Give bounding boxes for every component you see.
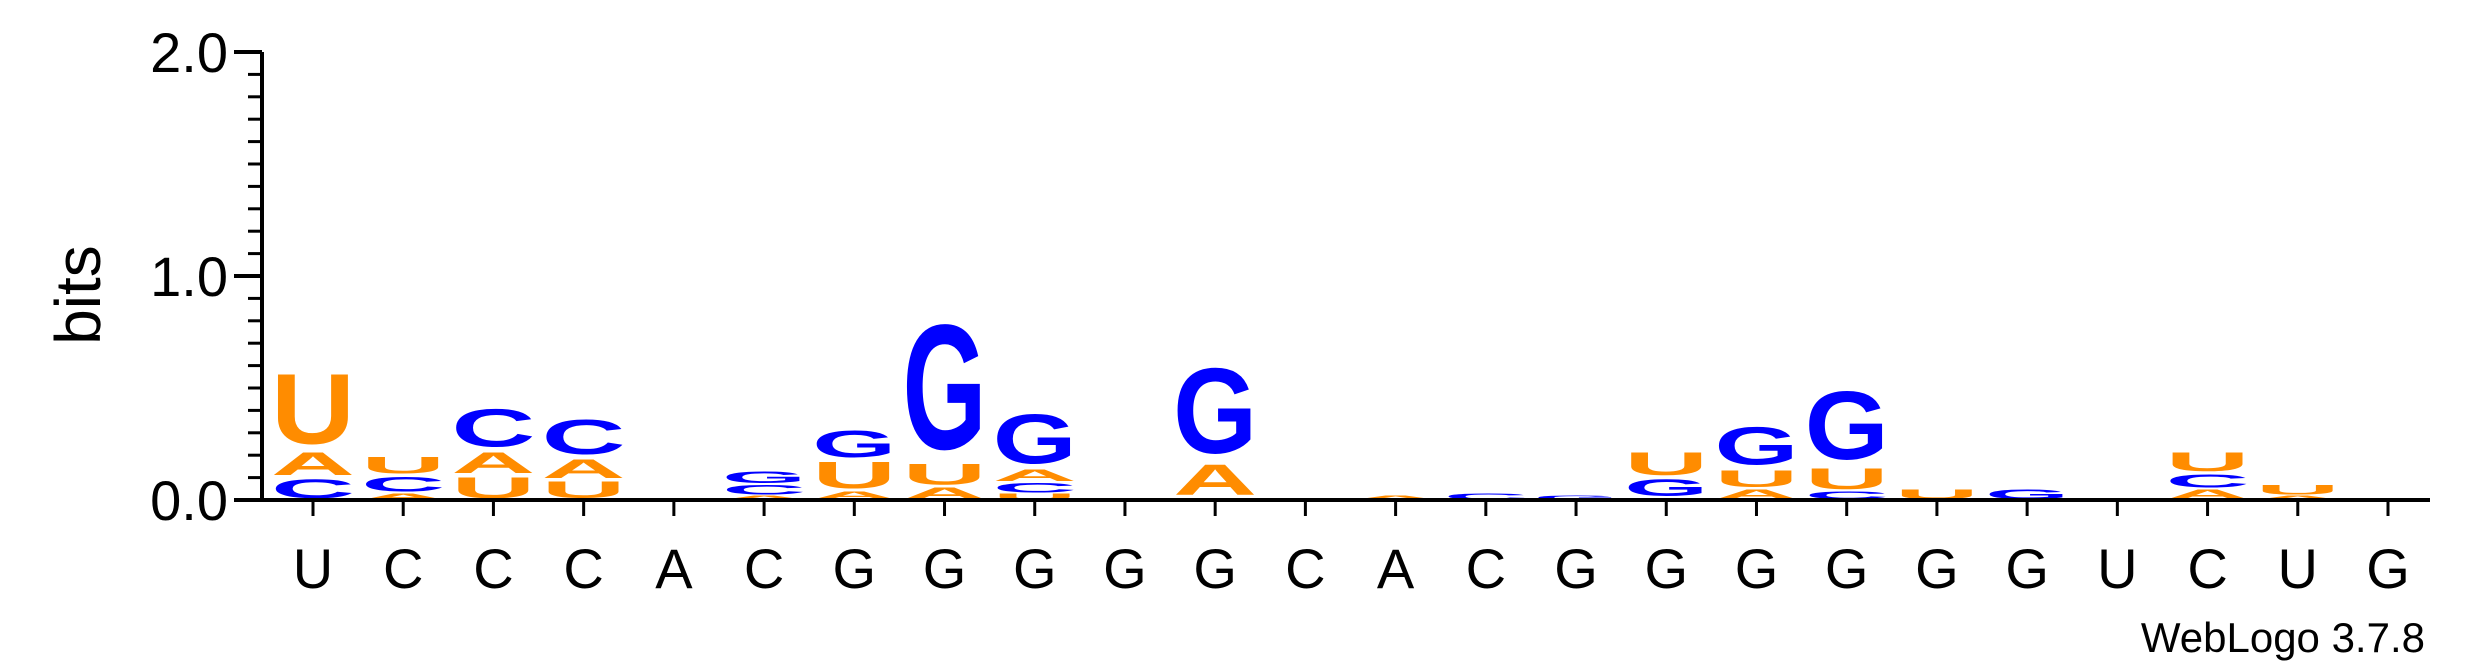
logo-letter-u: U	[2256, 482, 2340, 497]
logo-letter-c: C	[722, 482, 806, 497]
logo-stack: AU	[2256, 482, 2340, 501]
logo-letter-a: A	[993, 466, 1077, 484]
logo-letter-u: U	[1624, 446, 1708, 482]
logo-stack: CUG	[1805, 371, 1889, 501]
logo-letter-u: U	[1805, 462, 1889, 495]
logo-letter-g: G	[722, 469, 806, 487]
x-tick-label: G	[833, 537, 877, 600]
logo-letter-c: C	[451, 398, 535, 458]
logo-letter-g: G	[812, 423, 896, 465]
logo-stack: A	[1354, 495, 1438, 501]
logo-letter-c: C	[542, 410, 626, 465]
y-tick-label: 1.0	[150, 245, 228, 308]
logo-letter-a: A	[451, 446, 535, 479]
logo-letter-c: C	[993, 480, 1077, 495]
y-axis-title: bits	[42, 245, 114, 345]
x-tick-label: C	[563, 537, 603, 600]
x-tick-label: A	[1377, 537, 1415, 600]
x-tick-label: C	[383, 537, 423, 600]
logo-letter-u: U	[361, 452, 445, 479]
x-tick-label: G	[1103, 537, 1147, 600]
logo-letter-g: G	[993, 401, 1077, 479]
logo-letter-a: A	[1173, 456, 1257, 504]
x-tick-label: C	[1466, 537, 1506, 600]
logo-stack: G	[1534, 495, 1618, 501]
logo-letter-a: A	[2256, 495, 2340, 501]
logo-letter-a: A	[1354, 495, 1438, 501]
logo-letter-u: U	[2166, 447, 2250, 477]
logo-stack: UAC	[451, 398, 535, 504]
logo-letter-a: A	[903, 484, 987, 502]
logo-stack: AUG	[1714, 417, 1798, 502]
logo-letter-u: U	[993, 492, 1077, 501]
x-tick-label: U	[2278, 537, 2318, 600]
logo-letter-u: U	[903, 457, 987, 490]
x-tick-label: G	[1735, 537, 1779, 600]
x-tick-label: A	[655, 537, 693, 600]
y-tick-label: 2.0	[150, 21, 228, 84]
x-tick-label: U	[293, 537, 333, 600]
x-tick-label: G	[1013, 537, 1057, 600]
x-tick-label: C	[2187, 537, 2227, 600]
x-tick-label: G	[1644, 537, 1688, 600]
x-tick-label: C	[1285, 537, 1325, 600]
logo-letter-a: A	[542, 454, 626, 484]
logo-stacks: CAUACUUACUACAACGAUGAUGUCAGUAGACGCGUAUGCU…	[271, 289, 2340, 504]
logo-stack: UAC	[542, 410, 626, 504]
logo-stack: AUG	[903, 289, 987, 502]
x-tick-label: G	[2366, 537, 2410, 600]
logo-stack: AUG	[812, 423, 896, 501]
logo-stack: ACG	[722, 469, 806, 501]
logo-letter-g: G	[1624, 474, 1708, 501]
y-axis: 0.0 1.0 2.0	[150, 21, 264, 532]
logo-letter-g: G	[903, 289, 987, 487]
x-tick-label: G	[1554, 537, 1598, 600]
x-tick-label: C	[744, 537, 784, 600]
logo-letter-g: G	[1714, 417, 1798, 477]
logo-stack: ACU	[2166, 447, 2250, 502]
logo-letter-a: A	[271, 446, 355, 482]
logo-stack: CGU	[1624, 446, 1708, 501]
x-tick-label: G	[2005, 537, 2049, 600]
logo-letter-a: A	[722, 495, 806, 501]
logo-letter-c: C	[361, 472, 445, 496]
weblogo-credit: WebLogo 3.7.8	[2141, 614, 2425, 661]
logo-stack: CAU	[271, 353, 355, 504]
logo-letter-u: U	[812, 455, 896, 497]
logo-stack: ACU	[361, 452, 445, 502]
logo-letter-c: C	[1444, 492, 1528, 501]
x-tick-label: U	[2097, 537, 2137, 600]
logo-letter-g: G	[1534, 495, 1618, 501]
x-tick-label: C	[473, 537, 513, 600]
y-tick-label: 0.0	[150, 469, 228, 532]
logo-letter-c: C	[2166, 470, 2250, 491]
logo-letter-u: U	[1714, 465, 1798, 492]
logo-stack: C	[1444, 492, 1528, 501]
x-tick-label: G	[1825, 537, 1869, 600]
x-tick-label: G	[1193, 537, 1237, 600]
logo-letter-u: U	[271, 353, 355, 465]
logo-letter-g: G	[1173, 344, 1257, 479]
x-tick-label: G	[923, 537, 967, 600]
logo-stack: UAG	[1173, 344, 1257, 504]
logo-letter-a: A	[361, 492, 445, 501]
logo-letter-g: G	[1805, 371, 1889, 480]
x-tick-label: G	[1915, 537, 1959, 600]
